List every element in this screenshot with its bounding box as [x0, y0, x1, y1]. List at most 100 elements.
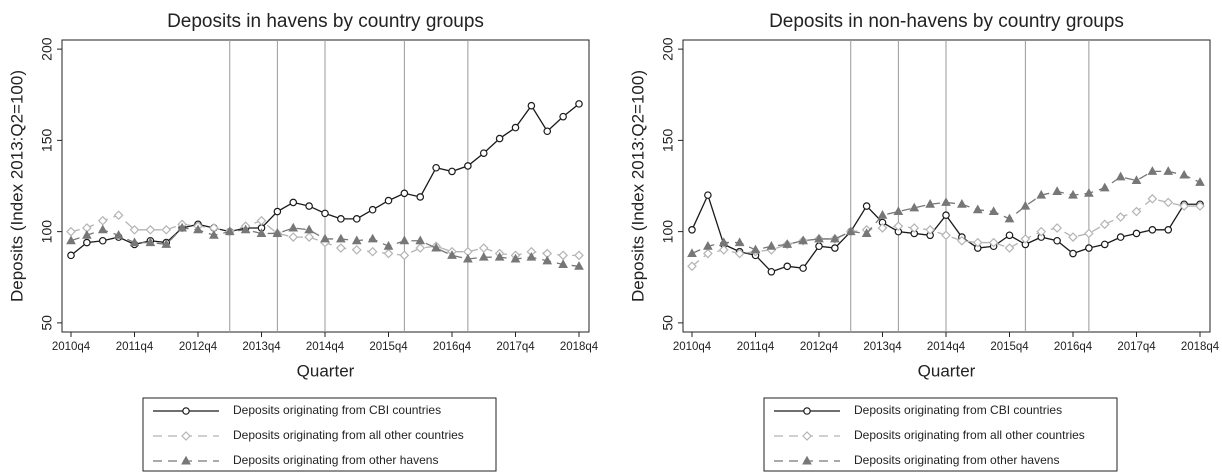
point — [1020, 234, 1031, 244]
point — [1131, 175, 1142, 185]
point — [336, 233, 346, 243]
point — [416, 193, 425, 201]
point — [988, 206, 999, 216]
point — [703, 248, 713, 259]
point — [351, 245, 362, 255]
point — [543, 127, 552, 136]
point — [177, 222, 187, 232]
point — [1147, 193, 1158, 204]
point — [941, 197, 951, 206]
point — [687, 248, 697, 258]
point — [1099, 219, 1110, 230]
panel: Deposits in havens by country groups 50 10… — [7, 11, 599, 472]
point — [510, 253, 521, 263]
point — [1052, 223, 1062, 233]
panel: Deposits in non-havens by country groups… — [628, 11, 1220, 472]
point — [845, 226, 856, 236]
point — [367, 246, 378, 257]
point — [399, 235, 410, 245]
legend-label: Deposits originating from CBI countries — [854, 403, 1062, 417]
point — [957, 199, 967, 208]
point — [66, 235, 76, 245]
point — [1179, 169, 1189, 179]
point — [97, 215, 108, 226]
y-tick-label: 200 — [660, 37, 676, 61]
y-axis-label: Deposits (Index 2013:Q2=100) — [628, 70, 647, 302]
point — [703, 240, 713, 250]
point — [224, 226, 235, 236]
y-tick-label: 150 — [39, 128, 55, 152]
point — [909, 202, 920, 212]
point — [526, 251, 537, 261]
point — [574, 261, 584, 270]
x-tick-label: 2011q4 — [116, 341, 154, 353]
y-tick-label: 200 — [39, 37, 55, 61]
x-tick-label: 2018q4 — [1181, 341, 1220, 353]
x-tick-label: 2018q4 — [560, 341, 599, 353]
point — [98, 236, 107, 245]
point — [1132, 229, 1141, 238]
point — [704, 191, 712, 199]
x-tick-label: 2010q4 — [673, 341, 712, 353]
legend-label: Deposits originating from other havens — [854, 453, 1059, 467]
point — [66, 226, 76, 237]
point — [1004, 213, 1015, 223]
point — [925, 224, 935, 235]
point — [129, 224, 140, 235]
x-tick-label: 2013q4 — [863, 341, 902, 353]
legend-label: Deposits originating from all other coun… — [854, 428, 1085, 442]
point — [256, 228, 267, 237]
point — [432, 163, 440, 172]
point — [1100, 240, 1109, 249]
point — [352, 215, 361, 223]
point — [1115, 171, 1126, 181]
point — [383, 248, 394, 259]
point — [400, 189, 409, 198]
point — [1147, 166, 1158, 175]
point — [145, 224, 156, 235]
point — [1084, 188, 1094, 197]
point — [1069, 249, 1077, 258]
point — [383, 240, 394, 250]
point — [542, 255, 553, 265]
point — [687, 261, 697, 272]
x-axis-label: Quarter — [297, 361, 355, 380]
point — [925, 199, 935, 208]
point — [1164, 226, 1173, 234]
point — [351, 235, 362, 245]
point — [575, 100, 583, 108]
x-tick-label: 2010q4 — [52, 341, 91, 353]
point — [766, 240, 777, 250]
point — [511, 123, 520, 132]
x-tick-label: 2011q4 — [737, 341, 775, 353]
point — [527, 101, 536, 110]
point — [972, 204, 983, 214]
point — [289, 198, 298, 207]
point — [463, 253, 473, 263]
point — [273, 207, 282, 216]
point — [1020, 200, 1031, 210]
chart-title: Deposits in havens by country groups — [167, 11, 484, 32]
point — [1036, 189, 1047, 199]
point — [718, 245, 729, 255]
point — [448, 167, 456, 176]
point — [431, 242, 441, 252]
x-tick-label: 2012q4 — [800, 341, 839, 353]
point — [304, 224, 314, 234]
point — [1004, 243, 1015, 253]
point — [1116, 233, 1125, 241]
point — [272, 228, 283, 237]
point — [97, 224, 108, 234]
point — [988, 237, 999, 248]
point — [1085, 244, 1093, 252]
point — [113, 210, 124, 221]
point — [1068, 189, 1078, 199]
point — [942, 211, 950, 220]
point — [718, 237, 729, 247]
point — [82, 230, 92, 239]
x-tick-label: 2017q4 — [496, 341, 535, 353]
point — [209, 230, 219, 239]
point — [320, 233, 330, 243]
point — [321, 209, 329, 218]
point — [814, 233, 824, 243]
